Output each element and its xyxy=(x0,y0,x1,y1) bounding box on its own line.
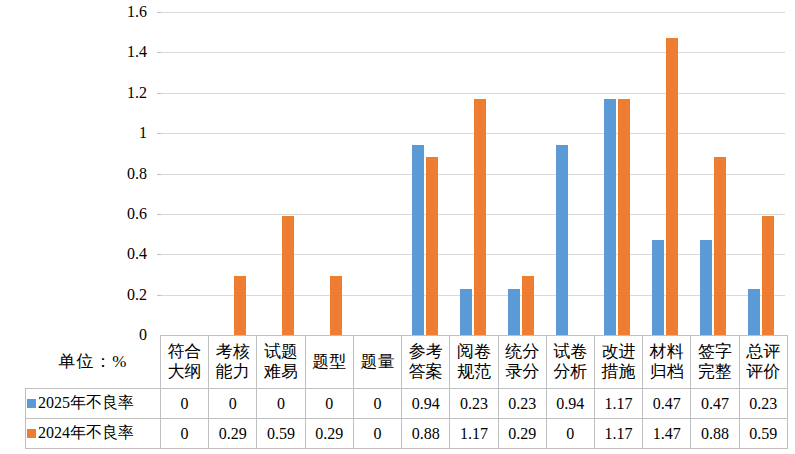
gridline xyxy=(161,52,785,53)
value-2024年不良率-签字完整: 0.88 xyxy=(691,419,739,449)
bar-2024年不良率-参考答案 xyxy=(426,157,438,335)
gridline xyxy=(161,295,785,296)
value-2025年不良率-总评评价: 0.23 xyxy=(739,389,787,419)
y-tick-label: 0.8 xyxy=(0,165,147,183)
bar-2025年不良率-阅卷规范 xyxy=(460,289,472,335)
value-2024年不良率-题量: 0 xyxy=(353,419,401,449)
unit-label: 单位：% xyxy=(26,336,161,389)
value-2025年不良率-签字完整: 0.47 xyxy=(691,389,739,419)
y-tick-label: 0.6 xyxy=(0,205,147,223)
value-2024年不良率-符合大纲: 0 xyxy=(161,419,209,449)
bar-2025年不良率-改进措施 xyxy=(604,99,616,335)
gridline xyxy=(161,12,785,13)
bar-2025年不良率-签字完整 xyxy=(700,240,712,335)
legend-swatch-icon xyxy=(27,399,36,408)
value-2024年不良率-题型: 0.29 xyxy=(305,419,353,449)
gridline xyxy=(161,174,785,175)
legend-2025年不良率: 2025年不良率 xyxy=(26,389,161,419)
bar-2024年不良率-总评评价 xyxy=(762,216,774,335)
legend-swatch-icon xyxy=(27,429,36,438)
bar-2025年不良率-试卷分析 xyxy=(556,145,568,335)
category-header-总评评价: 总评评价 xyxy=(739,336,787,389)
y-axis-tick xyxy=(157,254,161,255)
category-header-符合大纲: 符合大纲 xyxy=(161,336,209,389)
value-2025年不良率-题量: 0 xyxy=(353,389,401,419)
y-tick-label: 1.6 xyxy=(0,3,147,21)
bar-2024年不良率-考核能力 xyxy=(234,276,246,335)
y-axis-tick xyxy=(157,295,161,296)
y-tick-label: 1.2 xyxy=(0,84,147,102)
bar-2024年不良率-改进措施 xyxy=(618,99,630,335)
value-2024年不良率-材料归档: 1.47 xyxy=(643,419,691,449)
bar-2024年不良率-统分录分 xyxy=(522,276,534,335)
category-header-考核能力: 考核能力 xyxy=(209,336,257,389)
category-header-材料归档: 材料归档 xyxy=(643,336,691,389)
y-tick-label: 1.4 xyxy=(0,43,147,61)
y-axis-tick xyxy=(157,214,161,215)
y-axis-tick xyxy=(157,174,161,175)
category-header-签字完整: 签字完整 xyxy=(691,336,739,389)
value-2024年不良率-考核能力: 0.29 xyxy=(209,419,257,449)
category-header-题型: 题型 xyxy=(305,336,353,389)
value-2025年不良率-参考答案: 0.94 xyxy=(402,389,450,419)
gridline xyxy=(161,254,785,255)
category-header-题量: 题量 xyxy=(353,336,401,389)
category-header-参考答案: 参考答案 xyxy=(402,336,450,389)
category-header-试题难易: 试题难易 xyxy=(257,336,305,389)
value-2025年不良率-试卷分析: 0.94 xyxy=(546,389,594,419)
category-header-统分录分: 统分录分 xyxy=(498,336,546,389)
bar-2024年不良率-材料归档 xyxy=(666,38,678,335)
value-2025年不良率-阅卷规范: 0.23 xyxy=(450,389,498,419)
y-axis-tick xyxy=(157,93,161,94)
value-2025年不良率-改进措施: 1.17 xyxy=(594,389,642,419)
plot-area xyxy=(161,12,785,335)
value-2024年不良率-统分录分: 0.29 xyxy=(498,419,546,449)
y-tick-label: 0.2 xyxy=(0,286,147,304)
category-header-改进措施: 改进措施 xyxy=(594,336,642,389)
data-table: 单位：%符合大纲考核能力试题难易题型题量参考答案阅卷规范统分录分试卷分析改进措施… xyxy=(25,335,788,449)
value-2025年不良率-试题难易: 0 xyxy=(257,389,305,419)
value-2024年不良率-试卷分析: 0 xyxy=(546,419,594,449)
gridline xyxy=(161,93,785,94)
value-2024年不良率-总评评价: 0.59 xyxy=(739,419,787,449)
y-tick-label: 1 xyxy=(0,124,147,142)
y-axis-tick xyxy=(157,133,161,134)
category-header-试卷分析: 试卷分析 xyxy=(546,336,594,389)
bar-2024年不良率-题型 xyxy=(330,276,342,335)
category-header-阅卷规范: 阅卷规范 xyxy=(450,336,498,389)
y-axis-tick xyxy=(157,12,161,13)
value-2025年不良率-材料归档: 0.47 xyxy=(643,389,691,419)
value-2024年不良率-改进措施: 1.17 xyxy=(594,419,642,449)
y-tick-label: 0.4 xyxy=(0,245,147,263)
bar-2025年不良率-总评评价 xyxy=(748,289,760,335)
bar-2025年不良率-统分录分 xyxy=(508,289,520,335)
gridline xyxy=(161,133,785,134)
chart-canvas: 1.6 1.4 1.2 1 0.8 0.6 0.4 0.2 0 单位：%符合大纲考核能力试题难易… xyxy=(0,0,795,454)
bar-2024年不良率-阅卷规范 xyxy=(474,99,486,335)
value-2024年不良率-试题难易: 0.59 xyxy=(257,419,305,449)
bar-2025年不良率-材料归档 xyxy=(652,240,664,335)
value-2025年不良率-题型: 0 xyxy=(305,389,353,419)
bar-2025年不良率-参考答案 xyxy=(412,145,424,335)
gridline xyxy=(161,214,785,215)
bar-2024年不良率-试题难易 xyxy=(282,216,294,335)
bar-2024年不良率-签字完整 xyxy=(714,157,726,335)
value-2025年不良率-统分录分: 0.23 xyxy=(498,389,546,419)
value-2024年不良率-阅卷规范: 1.17 xyxy=(450,419,498,449)
y-axis-tick xyxy=(157,52,161,53)
legend-2024年不良率: 2024年不良率 xyxy=(26,419,161,449)
value-2025年不良率-符合大纲: 0 xyxy=(161,389,209,419)
value-2024年不良率-参考答案: 0.88 xyxy=(402,419,450,449)
value-2025年不良率-考核能力: 0 xyxy=(209,389,257,419)
